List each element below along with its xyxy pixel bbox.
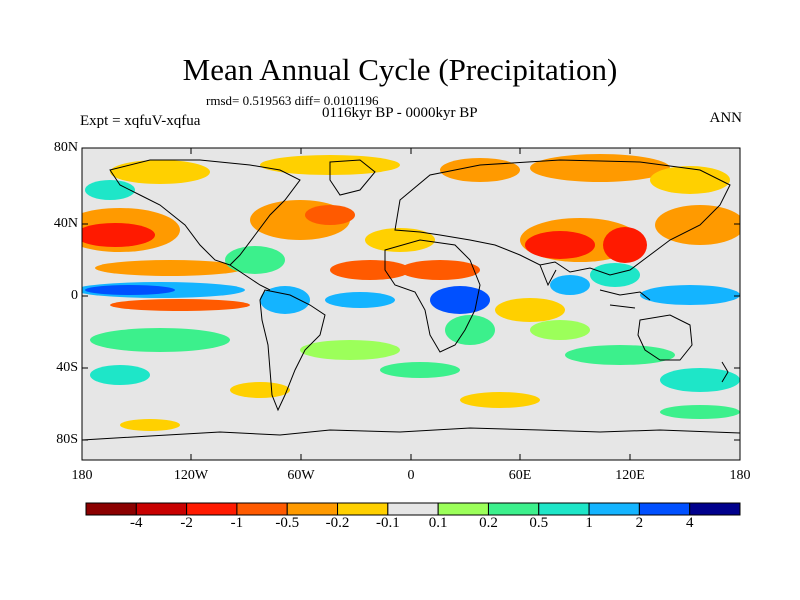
field-patch xyxy=(110,160,210,184)
colorbar-label: -2 xyxy=(180,515,193,531)
colorbar-label: 0.2 xyxy=(479,515,498,531)
field-patch xyxy=(230,382,290,398)
field-patch xyxy=(120,419,180,431)
field-patch xyxy=(565,345,675,365)
colorbar-label: -0.5 xyxy=(275,515,300,531)
colorbar-label: -1 xyxy=(230,515,244,531)
field-patch xyxy=(495,298,565,322)
colorbar-box xyxy=(437,502,489,516)
field-patch xyxy=(590,263,640,287)
lat-ticks xyxy=(82,147,740,441)
colorbar-box xyxy=(337,502,389,516)
field-patch xyxy=(305,205,355,225)
stats-text: rmsd= 0.519563 diff= 0.0101196 xyxy=(206,93,379,108)
coastlines xyxy=(82,159,740,441)
field-patch xyxy=(85,285,175,295)
field-patch xyxy=(550,275,590,295)
colorbar-box xyxy=(588,502,640,516)
lat-label-80n: 80N xyxy=(53,140,78,155)
period-text: 0116kyr BP - 0000kyr BP xyxy=(322,105,478,121)
colorbar-box xyxy=(689,502,741,516)
field-patch xyxy=(260,286,310,314)
colorbar-label: 2 xyxy=(635,515,644,531)
lat-label-40s: 40S xyxy=(56,360,78,375)
field-patch xyxy=(225,246,285,274)
field-patch xyxy=(655,205,740,245)
colorbar-box xyxy=(487,502,540,516)
experiment-label: Expt = xqfuV-xqfua xyxy=(80,113,201,129)
field-patch xyxy=(430,286,490,314)
colorbar xyxy=(85,502,741,516)
colorbar-label: 4 xyxy=(685,515,694,531)
colorbar-box xyxy=(236,502,288,516)
field-patch xyxy=(660,405,740,419)
lat-label-40n: 40N xyxy=(53,216,78,231)
field-patch xyxy=(82,223,155,247)
colorbar-label: 1 xyxy=(585,515,593,531)
lon-label-0: 0 xyxy=(407,468,415,483)
colorbar-box xyxy=(135,502,188,516)
field-patch xyxy=(445,315,495,345)
field-patch xyxy=(95,260,245,276)
field-patch xyxy=(530,154,670,182)
field-patch xyxy=(400,260,480,280)
lon-label-180w: 180 xyxy=(71,468,93,483)
lon-label-180e: 180 xyxy=(729,468,751,483)
field-patch xyxy=(530,320,590,340)
map-field xyxy=(82,148,740,460)
colorbar-box xyxy=(638,502,691,516)
field-patch xyxy=(440,158,520,182)
field-patch xyxy=(85,180,135,200)
colorbar-box xyxy=(387,502,439,516)
field-patch xyxy=(460,392,540,408)
lat-label-0: 0 xyxy=(71,288,78,303)
field-patch xyxy=(650,166,730,194)
season-label: ANN xyxy=(709,110,743,126)
field-patch xyxy=(640,285,740,305)
colorbar-label: -4 xyxy=(130,515,143,531)
colorbar-label: -0.2 xyxy=(325,515,350,531)
field-patch xyxy=(660,368,740,392)
colorbar-box xyxy=(286,502,339,516)
colorbar-label: 0.1 xyxy=(428,515,448,531)
lon-label-60e: 60E xyxy=(508,468,532,483)
field-patch xyxy=(90,365,150,385)
colorbar-box xyxy=(186,502,238,516)
field-patch xyxy=(380,362,460,378)
lon-label-120e: 120E xyxy=(615,468,645,483)
field-patch xyxy=(365,228,435,252)
field-patch xyxy=(300,340,400,360)
field-patch xyxy=(90,328,230,352)
field-patch xyxy=(603,227,647,263)
lat-label-80s: 80S xyxy=(56,432,78,447)
colorbar-label: 0.5 xyxy=(529,515,549,531)
lon-label-120w: 120W xyxy=(173,468,209,483)
colorbar-label: -0.1 xyxy=(375,515,400,531)
lon-label-60w: 60W xyxy=(287,468,315,483)
field-patch xyxy=(525,231,595,259)
colorbar-box xyxy=(85,502,137,516)
lon-ticks xyxy=(81,148,741,460)
plot-title: Mean Annual Cycle (Precipitation) xyxy=(182,52,618,87)
field-patch xyxy=(110,299,250,311)
field-patch xyxy=(325,292,395,308)
field-patch xyxy=(330,260,410,280)
colorbar-box xyxy=(538,502,590,516)
